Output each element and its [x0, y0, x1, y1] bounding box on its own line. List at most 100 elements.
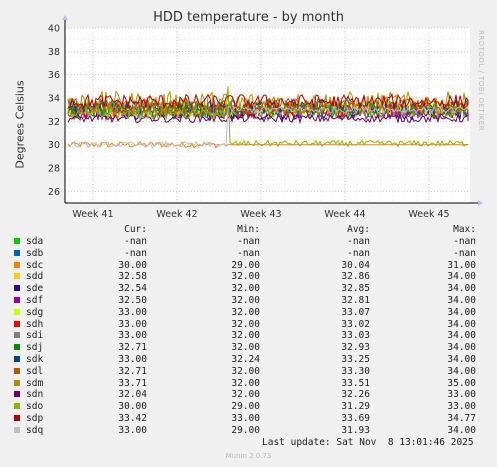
legend-swatch-sdf	[14, 297, 20, 303]
legend-min-sdb: -nan	[237, 247, 260, 259]
legend-cur-sdp: 33.42	[118, 413, 147, 424]
legend-cur-sdk: 33.00	[118, 354, 147, 365]
legend-avg-sda: -nan	[347, 236, 370, 247]
legend-min-sdo: 29.00	[231, 401, 260, 413]
legend-swatch-sdg	[14, 308, 20, 315]
legend-avg-sdk: 33.25	[341, 354, 370, 365]
legend-name-sdd: sdd	[26, 271, 44, 283]
legend-max-sdi: 34.00	[447, 330, 476, 342]
legend-avg-sdd: 32.86	[341, 271, 370, 283]
y-tick-36: 36	[48, 70, 60, 81]
legend-min-sda: -nan	[237, 236, 260, 247]
legend-swatch-sdl	[14, 367, 20, 374]
legend-cur-sdg: 33.00	[118, 306, 147, 318]
legend-cur-sdb: -nan	[124, 247, 147, 259]
legend-max-sdg: 34.00	[447, 306, 476, 318]
legend-swatch-sdp	[14, 415, 20, 421]
legend-name-sdm: sdm	[26, 377, 44, 389]
legend-swatch-sdj	[14, 344, 20, 351]
y-axis-arrow	[62, 15, 68, 20]
legend-swatch-sde	[14, 285, 20, 292]
legend-avg-sdo: 31.29	[341, 401, 370, 413]
y-tick-26: 26	[48, 187, 60, 198]
legend-min-sdk: 32.24	[231, 354, 260, 365]
legend-swatch-sda	[14, 238, 20, 244]
legend-avg-sdf: 32.81	[341, 295, 370, 306]
legend-header-cur: Cur:	[124, 224, 147, 235]
series-lines	[67, 86, 469, 149]
legend-header-avg: Avg:	[347, 224, 370, 235]
legend-name-sdk: sdk	[26, 354, 44, 365]
y-tick-labels: 26 28 30 32 34 36 38 40	[48, 24, 60, 198]
legend-swatch-sdo	[14, 403, 20, 410]
series-line-sdm	[67, 89, 469, 118]
legend-swatch-sdi	[14, 332, 20, 339]
legend-max-sdf: 34.00	[447, 295, 476, 306]
legend-min-sdc: 29.00	[231, 259, 260, 271]
legend-name-sdg: sdg	[26, 306, 44, 318]
y-tick-40: 40	[48, 24, 60, 35]
legend-max-sda: -nan	[453, 236, 476, 247]
legend-cur-sdi: 33.00	[118, 330, 147, 342]
legend-header-min: Min:	[237, 224, 260, 235]
series-line-sdc	[67, 141, 468, 149]
legend-min-sdd: 32.00	[231, 271, 260, 283]
legend-avg-sdc: 30.04	[341, 259, 370, 271]
legend-max-sdc: 31.00	[447, 259, 476, 271]
x-tick-3: Week 43	[240, 209, 281, 220]
legend-name-sdj: sdj	[26, 342, 44, 354]
legend-cur-sdq: 33.00	[118, 424, 147, 436]
legend-name-sdb: sdb	[26, 247, 44, 259]
legend-avg-sde: 32.85	[341, 283, 370, 295]
legend-avg-sdj: 32.93	[341, 342, 370, 354]
legend-max-sdh: 34.00	[447, 318, 476, 330]
legend-cur-sda: -nan	[124, 236, 147, 247]
legend-name-sdq: sdq	[26, 424, 44, 436]
legend-cur-sdh: 33.00	[118, 318, 147, 330]
legend-name-sdh: sdh	[26, 318, 44, 330]
legend-min-sdl: 32.00	[231, 365, 260, 377]
legend-name-sdc: sdc	[26, 259, 44, 271]
y-tick-34: 34	[48, 94, 60, 105]
x-tick-5: Week 45	[408, 209, 449, 220]
legend-max-sdk: 34.00	[447, 354, 476, 365]
legend-min-sde: 32.00	[231, 283, 260, 295]
legend-max-sde: 34.00	[447, 283, 476, 295]
y-tick-32: 32	[48, 117, 60, 128]
legend-swatch-sdc	[14, 261, 20, 268]
legend-swatch-sdd	[14, 273, 20, 280]
legend-min-sdf: 32.00	[231, 295, 260, 306]
legend-avg-sdi: 33.03	[341, 330, 370, 342]
x-tick-labels: Week 41 Week 42 Week 43 Week 44 Week 45	[72, 209, 449, 220]
legend-name-sdp: sdp	[26, 413, 44, 424]
legend-cur-sdn: 32.04	[118, 389, 147, 401]
legend-max-sdj: 34.00	[447, 342, 476, 354]
legend-header-max: Max:	[453, 224, 476, 235]
legend-swatch-sdh	[14, 320, 20, 327]
last-update: Last update: Sat Nov 8 13:01:46 2025	[262, 437, 474, 448]
y-tick-28: 28	[48, 164, 60, 175]
legend-avg-sdm: 33.51	[341, 377, 370, 389]
axes	[62, 15, 483, 206]
legend-max-sdl: 34.00	[447, 365, 476, 377]
legend-avg-sdn: 32.26	[341, 389, 370, 401]
legend-max-sdp: 34.77	[447, 413, 476, 424]
chart-title: HDD temperature - by month	[153, 10, 344, 25]
legend-avg-sdp: 33.69	[341, 413, 370, 424]
legend-cur-sdj: 32.71	[118, 342, 147, 354]
legend-name-sda: sda	[26, 236, 44, 247]
x-tick-1: Week 41	[72, 209, 113, 220]
legend-swatch-sdm	[14, 379, 20, 386]
legend-min-sdn: 32.00	[231, 389, 260, 401]
legend-cur-sdm: 33.71	[118, 377, 147, 389]
series-line-sdn	[67, 112, 469, 125]
legend-min-sdi: 32.00	[231, 330, 260, 342]
x-tick-2: Week 42	[156, 209, 197, 220]
legend-min-sdh: 32.00	[231, 318, 260, 330]
legend-name-sdi: sdi	[26, 330, 44, 342]
legend-name-sdf: sdf	[26, 295, 44, 306]
legend-name-sdo: sdo	[26, 401, 44, 413]
legend-max-sdq: 34.00	[447, 424, 476, 436]
legend-cur-sdl: 32.71	[118, 365, 147, 377]
